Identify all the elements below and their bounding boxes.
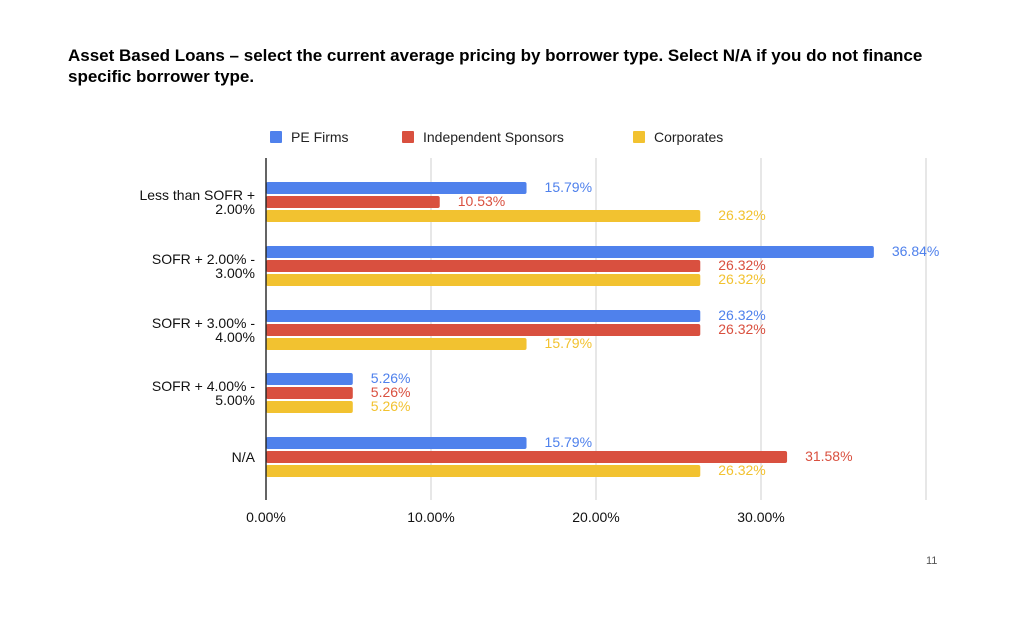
data-label: 26.32% [718,462,765,478]
bar [266,437,527,449]
data-label: 15.79% [545,335,592,351]
data-label: 31.58% [805,448,852,464]
category-label-line: 4.00% [215,329,255,345]
x-tick-label: 0.00% [246,509,286,525]
bar [266,387,353,399]
data-label: 15.79% [545,179,592,195]
legend-swatch [402,131,414,143]
category-label-line: 2.00% [215,201,255,217]
data-label: 26.32% [718,207,765,223]
series-independent-sponsors: 10.53%26.32%26.32%5.26%31.58% [266,193,853,464]
x-tick-label: 10.00% [407,509,454,525]
bar [266,196,440,208]
category-label-line: SOFR + 2.00% - [152,251,255,267]
legend-label: PE Firms [291,129,349,145]
legend-label: Independent Sponsors [423,129,564,145]
bar [266,373,353,385]
category-label-line: N/A [232,449,256,465]
category-label-line: SOFR + 4.00% - [152,378,255,394]
category-label-line: SOFR + 3.00% - [152,315,255,331]
bar [266,246,874,258]
legend-swatch [270,131,282,143]
data-label: 5.26% [371,398,411,414]
bar [266,260,701,272]
category-label-line: 3.00% [215,265,255,281]
data-label: 5.26% [371,370,411,386]
series-pe-firms: 15.79% 36.84% 26.32% 5.26% 15.79% [266,179,939,450]
bar [266,465,701,477]
bar [266,401,353,413]
category-label: SOFR + 3.00% -4.00% [152,315,255,345]
bar [266,310,701,322]
category-label-line: Less than SOFR + [139,187,255,203]
category-label: SOFR + 2.00% -3.00% [152,251,255,281]
bar [266,210,701,222]
category-label: SOFR + 4.00% -5.00% [152,378,255,408]
bar [266,324,701,336]
data-label: 26.32% [718,321,765,337]
data-label: 10.53% [458,193,505,209]
slide-title: Asset Based Loans – select the current a… [68,46,923,86]
category-label: N/A [232,449,256,465]
data-label: 36.84% [892,243,939,259]
bar [266,274,701,286]
data-label: 26.32% [718,307,765,323]
data-label: 26.32% [718,271,765,287]
data-label: 15.79% [545,434,592,450]
data-label: 26.32% [718,257,765,273]
page-number: 11 [926,555,938,567]
legend: PE Firms Independent Sponsors Corporates [270,129,723,145]
legend-swatch [633,131,645,143]
bar [266,182,527,194]
x-tick-label: 20.00% [572,509,619,525]
bar [266,338,527,350]
category-label-line: 5.00% [215,392,255,408]
legend-label: Corporates [654,129,723,145]
data-label: 5.26% [371,384,411,400]
x-tick-label: 30.00% [737,509,784,525]
category-label: Less than SOFR +2.00% [139,187,255,217]
bar [266,451,788,463]
series-corporates: 26.32%26.32%15.79%5.26%26.32% [266,207,766,478]
